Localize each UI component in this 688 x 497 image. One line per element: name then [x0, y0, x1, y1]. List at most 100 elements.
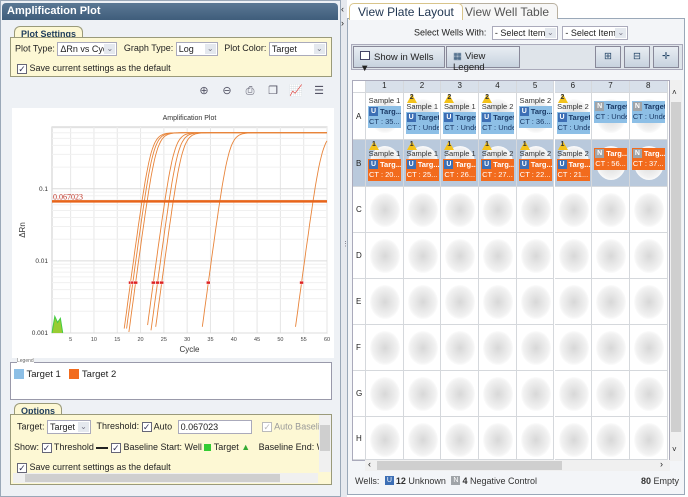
well-F8[interactable]	[629, 325, 668, 371]
column-header[interactable]: 8	[629, 81, 668, 93]
options-horizontal-scrollbar[interactable]	[13, 473, 318, 483]
well-C8[interactable]	[629, 187, 668, 233]
well-A6[interactable]: 2 Sample 2 U Target CT : Unde	[554, 93, 593, 140]
well-C3[interactable]	[441, 187, 480, 233]
options-vertical-scrollbar[interactable]	[319, 415, 331, 472]
list-icon[interactable]: ☰	[314, 85, 324, 97]
well-H4[interactable]	[479, 417, 517, 460]
row-header[interactable]: B	[353, 140, 366, 187]
warning-flag-icon[interactable]	[557, 94, 568, 103]
select-wells-dropdown-2[interactable]: - Select Item - ⌄	[562, 26, 629, 40]
plate-vertical-scrollbar[interactable]: ˄ ˅	[670, 80, 682, 461]
copy-icon[interactable]: ❐	[268, 85, 278, 97]
chart-icon[interactable]: 📈	[289, 85, 303, 97]
show-baseline-start-checkbox[interactable]: ✓	[110, 442, 121, 453]
well-B8[interactable]: N Targ... CT : 37...	[629, 140, 668, 187]
well-C7[interactable]	[592, 187, 630, 233]
well-B4[interactable]: 1 Sample 2 U Targ... CT : 27...	[479, 140, 517, 187]
row-header[interactable]: H	[353, 417, 366, 460]
auto-threshold-checkbox[interactable]: ✓	[141, 422, 152, 432]
print-icon[interactable]: ⎙	[245, 85, 255, 97]
select-wells-dropdown-1[interactable]: - Select Item - ⌄	[491, 26, 558, 40]
well-H8[interactable]	[629, 417, 668, 460]
well-G2[interactable]	[403, 371, 442, 417]
row-header[interactable]: G	[353, 371, 366, 417]
well-F2[interactable]	[403, 325, 442, 371]
well-H3[interactable]	[441, 417, 480, 460]
show-threshold-checkbox[interactable]: ✓	[41, 442, 52, 453]
collapse-left-icon[interactable]: ‹	[341, 4, 344, 14]
plot-type-select[interactable]: ΔRn vs Cycle ⌄	[57, 42, 118, 56]
well-F5[interactable]	[516, 325, 555, 371]
plot-color-select[interactable]: Target ⌄	[268, 42, 327, 56]
target-select[interactable]: Target 2 ⌄	[47, 420, 92, 434]
column-header[interactable]: 4	[479, 81, 517, 93]
well-B6[interactable]: 1 Sample 2 U Targ... CT : 21...	[554, 140, 593, 187]
column-header[interactable]: 7	[592, 81, 630, 93]
well-B7[interactable]: N Targ... CT : 56...	[592, 140, 630, 187]
row-header[interactable]: C	[353, 187, 366, 233]
well-D3[interactable]	[441, 233, 480, 279]
row-header[interactable]: E	[353, 279, 366, 325]
show-in-wells-button[interactable]: Show in Wells ▼	[353, 46, 445, 74]
tab-view-well-table[interactable]: View Well Table	[456, 3, 559, 19]
well-E3[interactable]	[441, 279, 480, 325]
well-E8[interactable]	[629, 279, 668, 325]
well-D4[interactable]	[479, 233, 517, 279]
well-F7[interactable]	[592, 325, 630, 371]
well-H6[interactable]	[554, 417, 593, 460]
well-C4[interactable]	[479, 187, 517, 233]
well-E4[interactable]	[479, 279, 517, 325]
well-D2[interactable]	[403, 233, 442, 279]
row-header[interactable]: D	[353, 233, 366, 279]
well-G5[interactable]	[516, 371, 555, 417]
plate-horizontal-scrollbar[interactable]: ‹ ›	[365, 459, 670, 471]
row-header[interactable]: F	[353, 325, 366, 371]
splitter[interactable]: ‹ › ⋮	[341, 0, 349, 497]
graph-type-select[interactable]: Log ⌄	[175, 42, 218, 56]
zoom-out-plate-button[interactable]: ⊟	[624, 46, 650, 68]
warning-flag-icon[interactable]	[482, 141, 493, 150]
well-D7[interactable]	[592, 233, 630, 279]
well-G7[interactable]	[592, 371, 630, 417]
well-G3[interactable]	[441, 371, 480, 417]
splitter-grip-icon[interactable]: ⋮	[342, 241, 349, 248]
well-D8[interactable]	[629, 233, 668, 279]
well-F3[interactable]	[441, 325, 480, 371]
column-header[interactable]: 6	[554, 81, 593, 93]
collapse-right-icon[interactable]: ›	[341, 18, 344, 28]
zoom-out-icon[interactable]: ⊖	[222, 85, 232, 97]
save-default-checkbox[interactable]: ✓	[17, 63, 27, 74]
well-A3[interactable]: 2 Sample 1 U Target CT : Unde	[441, 93, 480, 140]
warning-flag-icon[interactable]	[519, 141, 530, 150]
warning-flag-icon[interactable]	[406, 141, 417, 150]
well-E6[interactable]	[554, 279, 593, 325]
well-B1[interactable]: 1 Sample 1 U Targ... CT : 20...	[366, 140, 404, 187]
fit-plate-button[interactable]: ✛	[653, 46, 679, 68]
well-E7[interactable]	[592, 279, 630, 325]
well-G4[interactable]	[479, 371, 517, 417]
well-H1[interactable]	[366, 417, 404, 460]
warning-flag-icon[interactable]	[406, 94, 417, 103]
well-A8[interactable]: N Target CT : Unde	[629, 93, 668, 140]
well-B2[interactable]: 1 Sample 1 U Targ... CT : 25...	[403, 140, 442, 187]
well-A7[interactable]: N Target CT : Unde	[592, 93, 630, 140]
auto-baseline-checkbox[interactable]: ✓	[262, 422, 273, 432]
view-legend-button[interactable]: ▦ View Legend	[446, 46, 520, 73]
well-C5[interactable]	[516, 187, 555, 233]
well-C1[interactable]	[366, 187, 404, 233]
plate-corner[interactable]	[353, 81, 366, 93]
row-header[interactable]: A	[353, 93, 366, 140]
scroll-down-icon[interactable]: ˅	[672, 445, 677, 454]
well-A1[interactable]: Sample 1 U Targ... CT : 35...	[366, 93, 404, 140]
zoom-in-icon[interactable]: ⊕	[199, 85, 209, 97]
well-C2[interactable]	[403, 187, 442, 233]
well-F4[interactable]	[479, 325, 517, 371]
scroll-up-icon[interactable]: ˄	[672, 88, 677, 97]
well-G8[interactable]	[629, 371, 668, 417]
amplification-chart[interactable]: Amplification Plot 5 10 15 20 25 30 35 40 45 50 55 6…	[12, 108, 334, 358]
well-A5[interactable]: Sample 2 U Targ... CT : 36...	[516, 93, 555, 140]
well-H5[interactable]	[516, 417, 555, 460]
well-B3[interactable]: 1 Sample 1 U Targ... CT : 26...	[441, 140, 480, 187]
well-D1[interactable]	[366, 233, 404, 279]
